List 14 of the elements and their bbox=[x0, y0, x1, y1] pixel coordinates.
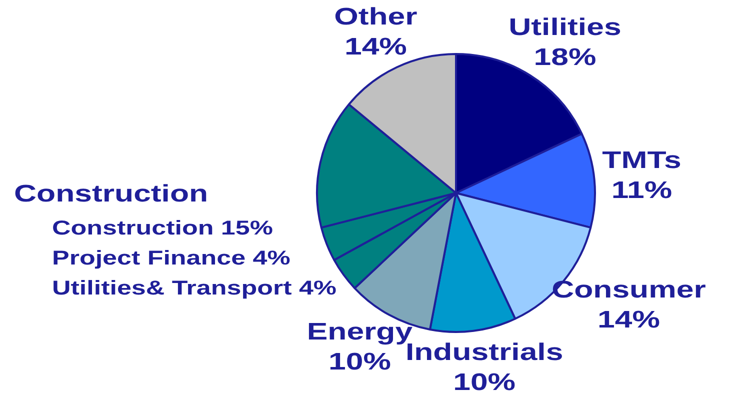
data-label: 10% bbox=[453, 368, 516, 396]
data-label: 14% bbox=[344, 32, 408, 60]
text: Construction bbox=[14, 180, 208, 207]
data-label: 11% bbox=[611, 176, 672, 204]
slice-label: TMTs bbox=[602, 146, 682, 174]
slice-label: Utilities& Transport 4% bbox=[52, 276, 337, 299]
slice-label: Project Finance 4% bbox=[52, 246, 290, 269]
slice-label: Construction 15% bbox=[52, 216, 273, 239]
slice-label: Utilities bbox=[508, 14, 622, 40]
slice-label: Other bbox=[334, 2, 418, 30]
data-label: 18% bbox=[534, 44, 596, 70]
slice-label: Consumer bbox=[552, 276, 706, 303]
data-label: 14% bbox=[597, 306, 660, 333]
data-label: 10% bbox=[328, 348, 392, 375]
